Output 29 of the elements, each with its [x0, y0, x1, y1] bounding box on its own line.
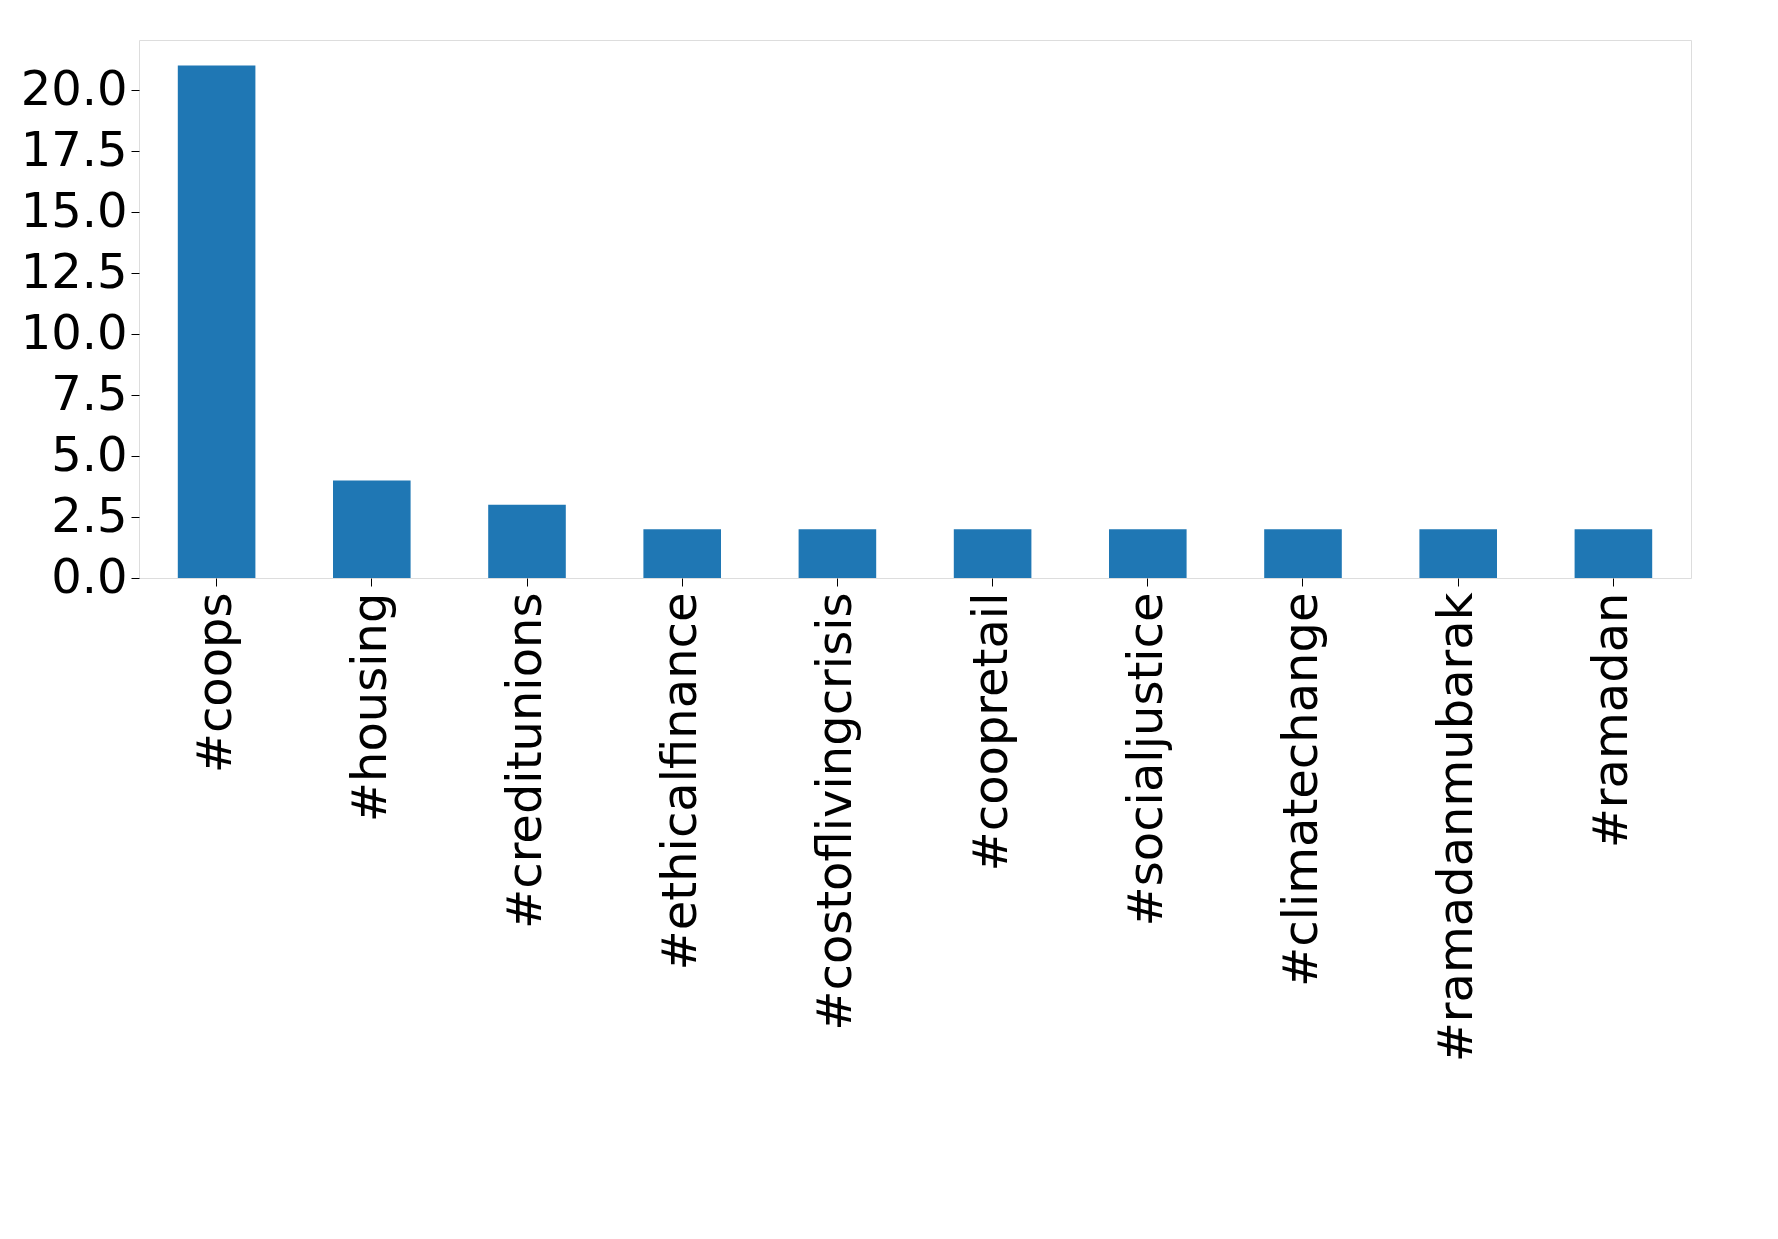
x-tick-label: #costoflivingcrisis [806, 592, 863, 1031]
bar [177, 65, 256, 578]
y-tick-label: 20.0 [20, 59, 128, 116]
x-tick-label: #housing [340, 592, 397, 823]
bar [333, 480, 411, 578]
bar [643, 529, 721, 578]
y-tick-label: 2.5 [51, 486, 128, 543]
x-tick-label: #ramadanmubarak [1427, 592, 1484, 1063]
y-tick-label: 15.0 [20, 181, 128, 238]
x-tick-label: #ramadan [1582, 592, 1639, 849]
bar [953, 529, 1032, 578]
bar [488, 504, 566, 578]
y-tick-label: 7.5 [51, 364, 128, 421]
bar [1109, 529, 1187, 578]
y-tick-label: 0.0 [51, 547, 128, 604]
bar [1419, 529, 1497, 578]
bar [798, 529, 877, 578]
bar [1264, 529, 1342, 578]
x-tick-label: #socialjustice [1116, 592, 1173, 927]
x-tick-label: #ethicalfinance [651, 592, 708, 971]
bar [1574, 529, 1653, 578]
x-tick-label: #climatechange [1272, 592, 1328, 987]
y-tick-label: 12.5 [20, 242, 128, 299]
y-tick-label: 17.5 [20, 120, 128, 177]
x-tick-label: #creditunions [496, 592, 552, 929]
x-tick-label: #coopretail [961, 592, 1018, 872]
y-tick-label: 5.0 [51, 425, 128, 482]
y-tick-label: 10.0 [20, 303, 128, 360]
x-tick-label: #coops [185, 592, 242, 774]
